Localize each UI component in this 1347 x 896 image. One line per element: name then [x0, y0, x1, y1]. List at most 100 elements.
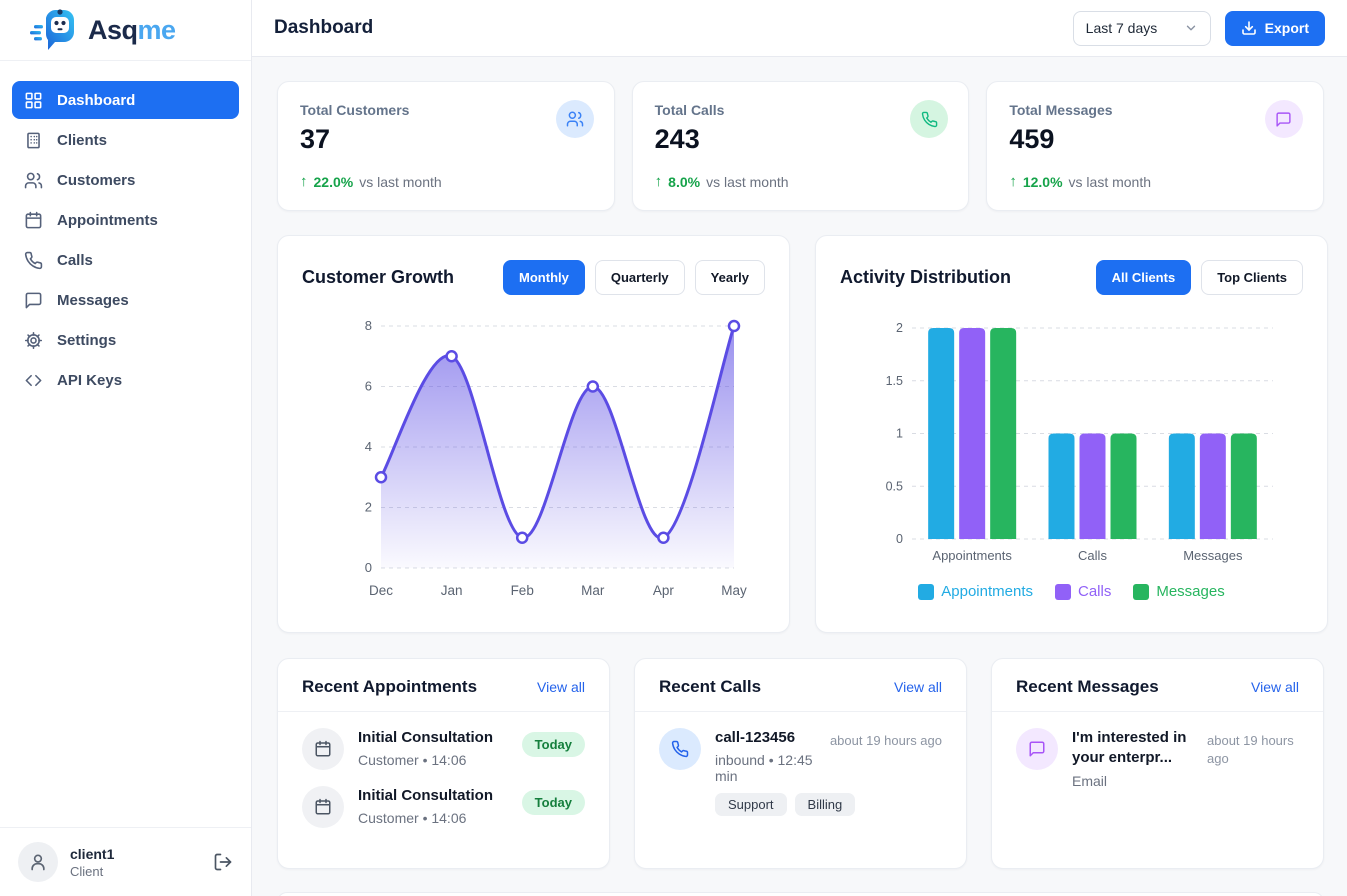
building-icon: [24, 131, 43, 150]
recent-appointments-card: Recent Appointments View all Initial Con…: [277, 658, 610, 869]
sidebar-item-settings[interactable]: Settings: [12, 321, 239, 359]
stats-row: Total Customers 37 ↑ 22.0% vs last month…: [277, 81, 1324, 211]
sidebar-item-label: Messages: [57, 291, 129, 309]
user-section: client1 Client: [0, 827, 251, 896]
svg-text:0.5: 0.5: [886, 479, 903, 493]
brand-logo: Asqme: [0, 0, 251, 61]
legend-item: Appointments: [918, 583, 1033, 600]
main-content: Total Customers 37 ↑ 22.0% vs last month…: [252, 0, 1347, 896]
partial-card-below-fold: [277, 892, 1324, 896]
appointment-item[interactable]: Initial Consultation Customer • 14:06 To…: [302, 728, 585, 770]
sidebar-item-messages[interactable]: Messages: [12, 281, 239, 319]
call-info: call-123456 inbound • 12:45 min Support …: [715, 728, 856, 817]
activity-title: Activity Distribution: [840, 266, 1012, 287]
tab-all-clients[interactable]: All Clients: [1095, 259, 1192, 295]
stat-label: Total Messages: [1009, 102, 1113, 118]
stat-compare: vs last month: [359, 173, 442, 190]
phone-icon: [659, 728, 701, 770]
sidebar-item-clients[interactable]: Clients: [12, 121, 239, 159]
status-badge: Today: [521, 790, 585, 815]
top-header: Dashboard Last 7 days Export: [252, 0, 1347, 57]
tag-billing: Billing: [794, 793, 856, 817]
recent-messages-title: Recent Messages: [1016, 677, 1159, 696]
avatar: [18, 842, 58, 882]
appointment-info: Initial Consultation Customer • 14:06: [358, 786, 508, 828]
sidebar-item-label: Clients: [57, 131, 108, 149]
appointment-item[interactable]: Initial Consultation Customer • 14:06 To…: [302, 786, 585, 828]
tab-top-clients[interactable]: Top Clients: [1201, 259, 1303, 295]
legend-label: Calls: [1078, 583, 1112, 600]
legend-swatch: [918, 583, 935, 600]
gear-icon: [24, 331, 43, 350]
sidebar-item-customers[interactable]: Customers: [12, 161, 239, 199]
calendar-icon: [24, 211, 43, 230]
phone-icon: [910, 100, 949, 138]
appointment-title: Initial Consultation: [358, 787, 493, 804]
svg-text:Apr: Apr: [653, 583, 675, 598]
stat-label: Total Customers: [300, 102, 410, 118]
user-name: client1: [70, 845, 115, 862]
tab-quarterly[interactable]: Quarterly: [594, 259, 685, 295]
stat-compare: vs last month: [1068, 173, 1152, 190]
svg-text:Mar: Mar: [581, 583, 605, 598]
svg-text:2: 2: [365, 500, 372, 515]
sidebar-nav: Dashboard Clients Customers Appointments…: [0, 61, 251, 421]
svg-text:Dec: Dec: [369, 583, 393, 598]
page-title: Dashboard: [274, 17, 374, 38]
legend-item: Calls: [1055, 583, 1111, 600]
calendar-icon: [302, 728, 344, 770]
activity-tabs: All Clients Top Clients: [1095, 259, 1303, 295]
appointment-subtitle: Customer • 14:06: [358, 810, 467, 827]
message-item[interactable]: I'm interested in your enterpr... Email …: [1016, 728, 1299, 789]
brand-name-dark: Asq: [88, 14, 138, 45]
date-range-value: Last 7 days: [1085, 20, 1158, 36]
svg-text:0: 0: [365, 560, 372, 575]
call-subtitle: inbound • 12:45 min: [715, 752, 813, 785]
export-button[interactable]: Export: [1224, 10, 1325, 46]
sidebar-item-label: Settings: [57, 331, 117, 349]
view-all-appointments-link[interactable]: View all: [537, 679, 585, 695]
activity-distribution-card: Activity Distribution All Clients Top Cl…: [815, 235, 1328, 633]
stat-compare: vs last month: [706, 173, 789, 190]
logout-button[interactable]: [213, 852, 233, 872]
message-preview: I'm interested in your enterpr...: [1072, 729, 1187, 767]
appointment-info: Initial Consultation Customer • 14:06: [358, 728, 508, 770]
stat-delta-percent: 22.0%: [313, 173, 354, 190]
call-item[interactable]: call-123456 inbound • 12:45 min Support …: [659, 728, 942, 817]
legend-item: Messages: [1133, 583, 1225, 600]
recent-messages-header: Recent Messages View all: [992, 659, 1323, 712]
svg-text:May: May: [721, 583, 747, 598]
brand-name-light: me: [137, 14, 177, 45]
arrow-up-icon: ↑: [1009, 173, 1017, 190]
tab-monthly[interactable]: Monthly: [503, 259, 585, 295]
stat-delta: ↑ 8.0% vs last month: [655, 173, 789, 190]
logout-icon: [213, 852, 233, 872]
charts-row: Customer Growth Monthly Quarterly Yearly…: [277, 235, 1328, 633]
recent-messages-card: Recent Messages View all I'm interested …: [991, 658, 1324, 869]
svg-text:4: 4: [365, 439, 372, 454]
activity-legend: Appointments Calls Messages: [840, 583, 1303, 600]
robot-logo-icon: [30, 9, 74, 51]
arrow-up-icon: ↑: [300, 173, 308, 190]
header-actions: Last 7 days Export: [1072, 10, 1325, 46]
sidebar-item-calls[interactable]: Calls: [12, 241, 239, 279]
download-icon: [1241, 20, 1257, 36]
customer-growth-title: Customer Growth: [302, 266, 455, 287]
svg-text:Jan: Jan: [441, 583, 463, 598]
growth-tabs: Monthly Quarterly Yearly: [503, 259, 765, 295]
view-all-calls-link[interactable]: View all: [894, 679, 942, 695]
legend-label: Messages: [1156, 583, 1225, 600]
recent-calls-title: Recent Calls: [659, 677, 762, 696]
sidebar-item-appointments[interactable]: Appointments: [12, 201, 239, 239]
date-range-select[interactable]: Last 7 days: [1072, 10, 1211, 46]
sidebar-item-dashboard[interactable]: Dashboard: [12, 81, 239, 119]
svg-text:Calls: Calls: [1078, 548, 1107, 563]
call-timestamp: about 19 hours ago: [829, 733, 942, 748]
tab-yearly[interactable]: Yearly: [694, 259, 765, 295]
stat-value: 243: [654, 124, 700, 154]
view-all-messages-link[interactable]: View all: [1251, 679, 1299, 695]
svg-text:8: 8: [365, 318, 372, 333]
arrow-up-icon: ↑: [654, 173, 663, 190]
recent-row: Recent Appointments View all Initial Con…: [277, 658, 1324, 869]
sidebar-item-api-keys[interactable]: API Keys: [12, 361, 239, 399]
